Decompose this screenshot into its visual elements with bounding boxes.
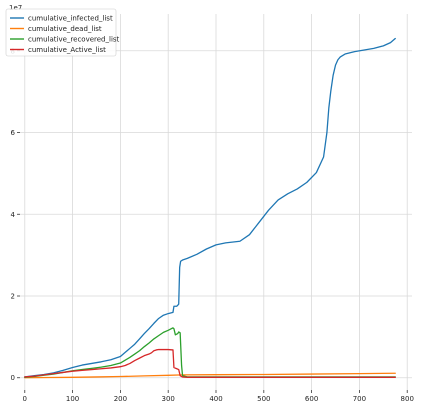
y-tick-label: 6 xyxy=(11,129,16,137)
x-tick-label: 800 xyxy=(401,395,414,403)
x-tick-label: 100 xyxy=(66,395,79,403)
series-layer xyxy=(24,37,396,379)
x-tick-label: 700 xyxy=(353,395,366,403)
x-tick-label: 0 xyxy=(23,395,27,403)
y-tick-label: 4 xyxy=(11,211,16,219)
x-tick-label: 500 xyxy=(257,395,270,403)
x-tick-label: 200 xyxy=(114,395,127,403)
x-tick-label: 600 xyxy=(305,395,318,403)
legend-label: cumulative_dead_list xyxy=(28,25,102,33)
legend-box xyxy=(5,8,117,57)
x-tick-label: 400 xyxy=(209,395,222,403)
series-line-cumulative-dead-list xyxy=(24,372,396,379)
legend-label: cumulative_infected_list xyxy=(28,15,113,23)
series-line-cumulative-active-list xyxy=(24,348,396,378)
y-axis-offset-text: 1e7 xyxy=(9,4,22,12)
series-line-cumulative-infected-list xyxy=(24,37,396,378)
legend-label: cumulative_recovered_list xyxy=(28,36,120,44)
legend-label: cumulative_Active_list xyxy=(28,46,106,54)
x-tick-label: 300 xyxy=(162,395,175,403)
series-line-cumulative-recovered-list xyxy=(24,327,396,378)
axis-layer: 010020030040050060070080002468 xyxy=(11,47,414,403)
grid-layer xyxy=(20,14,412,390)
y-tick-label: 0 xyxy=(11,374,15,382)
legend: cumulative_infected_list cumulative_dead_… xyxy=(5,8,120,57)
y-tick-label: 2 xyxy=(11,293,15,301)
